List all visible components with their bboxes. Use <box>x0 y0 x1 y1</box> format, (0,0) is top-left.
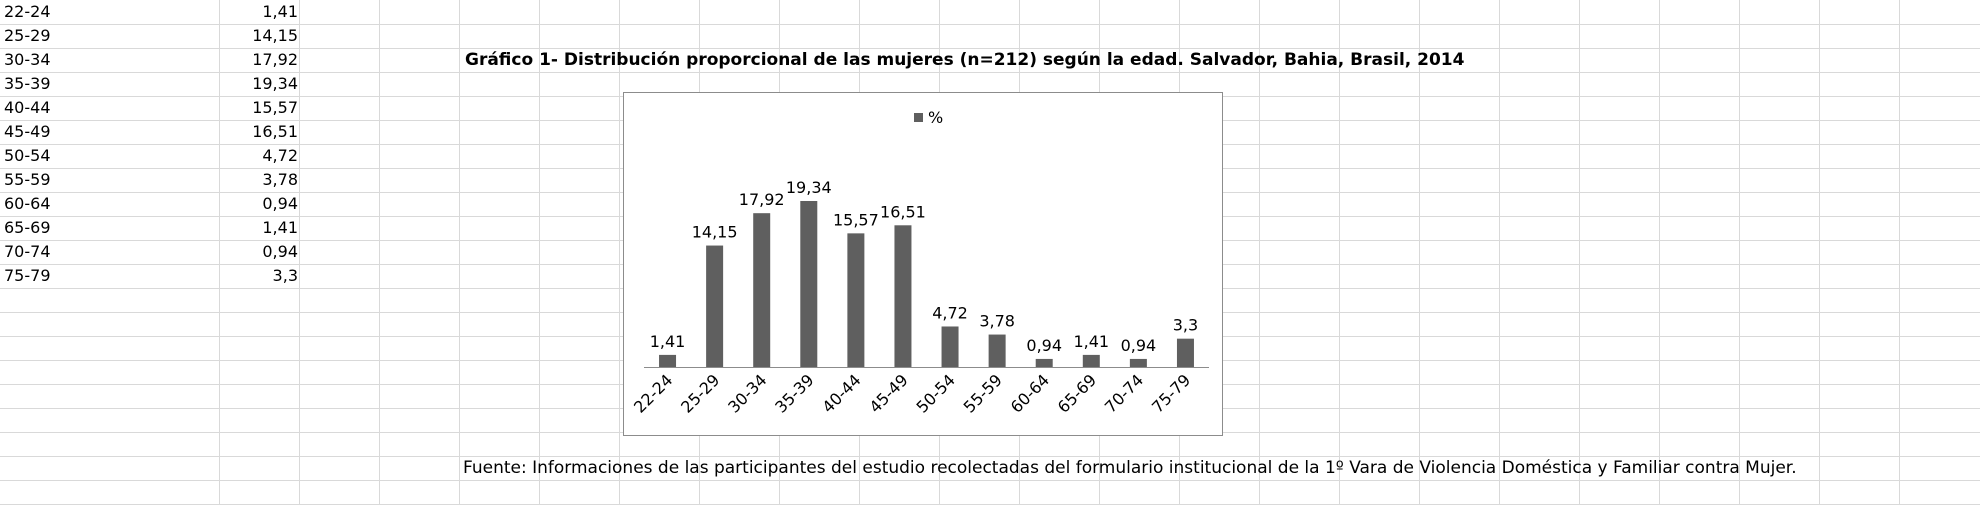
bar-50-54[interactable] <box>941 326 959 367</box>
x-tick-label: 45-49 <box>865 370 911 416</box>
data-label: 1,41 <box>650 332 686 351</box>
x-tick-label: 75-79 <box>1148 370 1194 416</box>
bar-55-59[interactable] <box>988 334 1006 367</box>
table-cell-age-range[interactable]: 45-49 <box>4 122 51 141</box>
table-cell-percent[interactable]: 3,78 <box>262 170 298 189</box>
data-label: 17,92 <box>739 190 785 209</box>
data-label: 3,78 <box>979 312 1015 331</box>
bar-75-79[interactable] <box>1176 338 1194 367</box>
bar-65-69[interactable] <box>1082 354 1100 367</box>
bar-35-39[interactable] <box>800 201 818 367</box>
table-cell-percent[interactable]: 1,41 <box>262 218 298 237</box>
table-cell-age-range[interactable]: 65-69 <box>4 218 51 237</box>
table-cell-percent[interactable]: 14,15 <box>252 26 298 45</box>
x-tick-label: 35-39 <box>771 370 817 416</box>
chart-container[interactable]: % 1,41 22-24 14,15 25-29 17,92 30-34 19,34 35-39… <box>623 92 1223 436</box>
bar-45-49[interactable] <box>894 225 912 367</box>
bar-30-34[interactable] <box>753 213 771 367</box>
bar-40-44[interactable] <box>847 233 865 367</box>
data-label: 14,15 <box>692 223 738 242</box>
table-cell-percent[interactable]: 16,51 <box>252 122 298 141</box>
bar-22-24[interactable] <box>659 354 677 367</box>
bar-70-74[interactable] <box>1129 358 1147 367</box>
table-cell-age-range[interactable]: 50-54 <box>4 146 51 165</box>
data-label: 16,51 <box>880 202 926 221</box>
x-tick-label: 55-59 <box>960 370 1006 416</box>
legend-label: % <box>928 108 943 127</box>
chart-title: Gráfico 1- Distribución proporcional de … <box>465 50 1465 70</box>
table-cell-age-range[interactable]: 22-24 <box>4 2 51 21</box>
x-tick-label: 60-64 <box>1007 370 1053 416</box>
table-cell-age-range[interactable]: 60-64 <box>4 194 51 213</box>
data-label: 4,72 <box>932 303 968 322</box>
data-label: 0,94 <box>1121 336 1157 355</box>
table-cell-age-range[interactable]: 30-34 <box>4 50 51 69</box>
table-cell-age-range[interactable]: 40-44 <box>4 98 51 117</box>
table-cell-percent[interactable]: 15,57 <box>252 98 298 117</box>
legend-swatch <box>914 113 923 122</box>
data-label: 3,3 <box>1173 316 1198 335</box>
x-tick-label: 25-29 <box>677 370 723 416</box>
x-tick-label: 30-34 <box>724 370 770 416</box>
x-tick-label: 65-69 <box>1054 370 1100 416</box>
table-cell-age-range[interactable]: 70-74 <box>4 242 51 261</box>
table-cell-percent[interactable]: 3,3 <box>272 266 298 285</box>
source-note: Fuente: Informaciones de las participant… <box>463 458 1797 478</box>
table-cell-percent[interactable]: 17,92 <box>252 50 298 69</box>
x-tick-label: 40-44 <box>818 370 864 416</box>
x-tick-label: 70-74 <box>1101 370 1147 416</box>
table-cell-percent[interactable]: 19,34 <box>252 74 298 93</box>
table-cell-percent[interactable]: 0,94 <box>262 242 298 261</box>
table-cell-percent[interactable]: 1,41 <box>262 2 298 21</box>
table-cell-age-range[interactable]: 75-79 <box>4 266 51 285</box>
x-tick-label: 50-54 <box>913 370 959 416</box>
table-cell-percent[interactable]: 4,72 <box>262 146 298 165</box>
data-label: 19,34 <box>786 178 832 197</box>
data-label: 15,57 <box>833 210 879 229</box>
x-tick-label: 22-24 <box>630 370 676 416</box>
table-cell-age-range[interactable]: 25-29 <box>4 26 51 45</box>
data-label: 0,94 <box>1026 336 1062 355</box>
table-cell-age-range[interactable]: 55-59 <box>4 170 51 189</box>
bar-chart: % 1,41 22-24 14,15 25-29 17,92 30-34 19,34 35-39… <box>630 108 1209 417</box>
bar-60-64[interactable] <box>1035 358 1053 367</box>
bar-25-29[interactable] <box>706 245 724 367</box>
data-label: 1,41 <box>1073 332 1109 351</box>
table-cell-percent[interactable]: 0,94 <box>262 194 298 213</box>
table-cell-age-range[interactable]: 35-39 <box>4 74 51 93</box>
